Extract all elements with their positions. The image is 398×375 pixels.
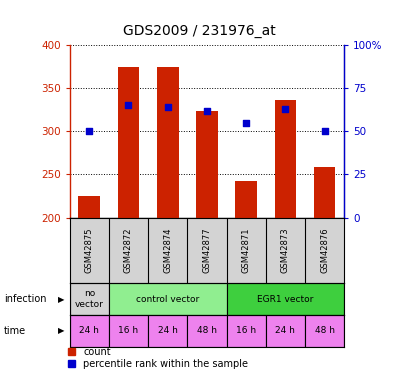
Bar	[70, 283, 109, 315]
Legend: count, percentile rank within the sample: count, percentile rank within the sample	[66, 346, 249, 370]
Text: 24 h: 24 h	[275, 326, 295, 336]
Text: 24 h: 24 h	[79, 326, 99, 336]
Text: GSM42872: GSM42872	[124, 228, 133, 273]
Bar	[157, 67, 179, 218]
Text: GDS2009 / 231976_at: GDS2009 / 231976_at	[123, 24, 275, 38]
Bar	[109, 283, 226, 315]
Point	[164, 104, 171, 110]
Point	[322, 128, 328, 134]
Text: ▶: ▶	[59, 326, 65, 336]
Bar	[70, 315, 109, 347]
Text: time: time	[4, 326, 26, 336]
Text: GSM42875: GSM42875	[85, 228, 94, 273]
Bar	[266, 315, 305, 347]
Bar	[305, 315, 344, 347]
Text: GSM42877: GSM42877	[203, 228, 211, 273]
Bar	[109, 315, 148, 347]
Text: GSM42873: GSM42873	[281, 228, 290, 273]
Text: 24 h: 24 h	[158, 326, 178, 336]
Bar	[235, 181, 257, 218]
Text: no
vector: no vector	[75, 290, 104, 309]
Text: infection: infection	[4, 294, 47, 304]
Text: GSM42874: GSM42874	[163, 228, 172, 273]
Bar	[187, 315, 226, 347]
Bar	[118, 67, 139, 218]
Text: control vector: control vector	[136, 295, 199, 304]
Text: 16 h: 16 h	[236, 326, 256, 336]
Bar	[78, 196, 100, 217]
Bar	[226, 315, 266, 347]
Bar	[275, 100, 296, 218]
Text: 48 h: 48 h	[315, 326, 335, 336]
Bar	[196, 111, 218, 218]
Point	[86, 128, 92, 134]
Point	[125, 102, 132, 108]
Bar	[148, 315, 187, 347]
Text: EGR1 vector: EGR1 vector	[257, 295, 314, 304]
Point	[243, 120, 250, 126]
Bar	[314, 168, 336, 217]
Text: ▶: ▶	[59, 295, 65, 304]
Point	[204, 108, 210, 114]
Bar	[226, 283, 344, 315]
Point	[282, 106, 289, 112]
Text: GSM42876: GSM42876	[320, 228, 329, 273]
Text: 16 h: 16 h	[119, 326, 139, 336]
Text: 48 h: 48 h	[197, 326, 217, 336]
Text: GSM42871: GSM42871	[242, 228, 251, 273]
